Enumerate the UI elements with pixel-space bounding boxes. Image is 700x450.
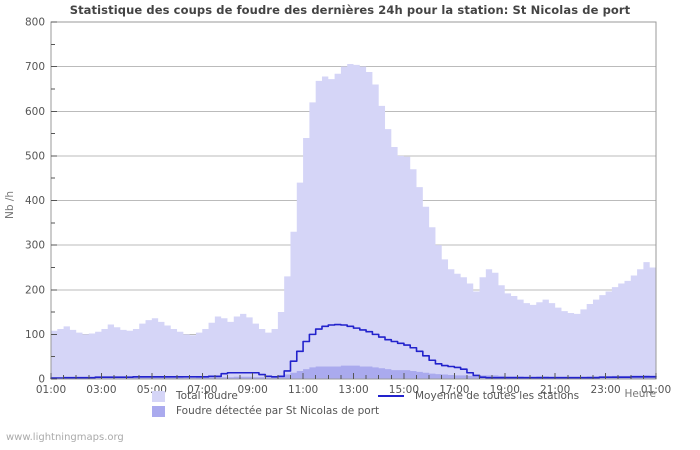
svg-text:15:00: 15:00 <box>389 384 419 396</box>
legend-swatch-moyenne-stations <box>378 395 404 397</box>
svg-text:09:00: 09:00 <box>238 384 268 396</box>
svg-text:21:00: 21:00 <box>540 384 570 396</box>
legend-swatch-foudre-detectee <box>152 405 165 417</box>
svg-text:23:00: 23:00 <box>590 384 620 396</box>
x-axis-title: Heure <box>624 388 656 400</box>
legend-item-foudre-detectee: Foudre détectée par St Nicolas de port <box>152 405 379 417</box>
svg-text:17:00: 17:00 <box>439 384 469 396</box>
legend-swatch-total-foudre <box>152 390 165 402</box>
svg-text:01:00: 01:00 <box>36 384 66 396</box>
footer-attribution: www.lightningmaps.org <box>6 432 124 443</box>
svg-text:800: 800 <box>25 17 45 29</box>
chart-legend: Total foudre Foudre détectée par St Nico… <box>0 390 700 426</box>
svg-text:01:00: 01:00 <box>641 384 671 396</box>
x-axis-ticks <box>50 373 657 379</box>
svg-text:13:00: 13:00 <box>338 384 368 396</box>
legend-item-total-foudre: Total foudre <box>152 390 238 402</box>
svg-text:200: 200 <box>25 284 45 296</box>
area-total-foudre <box>51 63 656 379</box>
svg-text:07:00: 07:00 <box>187 384 217 396</box>
legend-label-foudre-detectee: Foudre détectée par St Nicolas de port <box>176 405 380 417</box>
svg-text:100: 100 <box>25 329 45 341</box>
svg-text:19:00: 19:00 <box>490 384 520 396</box>
svg-text:11:00: 11:00 <box>288 384 318 396</box>
svg-text:300: 300 <box>25 240 45 252</box>
y-axis-title: Nb /h <box>4 191 16 219</box>
legend-item-moyenne-stations: Moyenne de toutes les stations <box>378 390 579 402</box>
svg-text:03:00: 03:00 <box>86 384 116 396</box>
legend-label-moyenne-stations: Moyenne de toutes les stations <box>415 390 580 402</box>
svg-text:600: 600 <box>25 106 45 118</box>
svg-text:0: 0 <box>38 374 45 386</box>
chart-title: Statistique des coups de foudre des dern… <box>69 3 631 17</box>
line-moyenne-stations <box>50 323 657 379</box>
y-axis-ticks <box>51 21 57 380</box>
svg-text:700: 700 <box>25 61 45 73</box>
y-axis-labels: 0 100 200 300 400 500 600 700 800 <box>25 17 45 386</box>
svg-text:400: 400 <box>25 195 45 207</box>
area-foudre-detectee <box>51 365 656 379</box>
svg-text:500: 500 <box>25 150 45 162</box>
legend-label-total-foudre: Total foudre <box>176 390 238 402</box>
